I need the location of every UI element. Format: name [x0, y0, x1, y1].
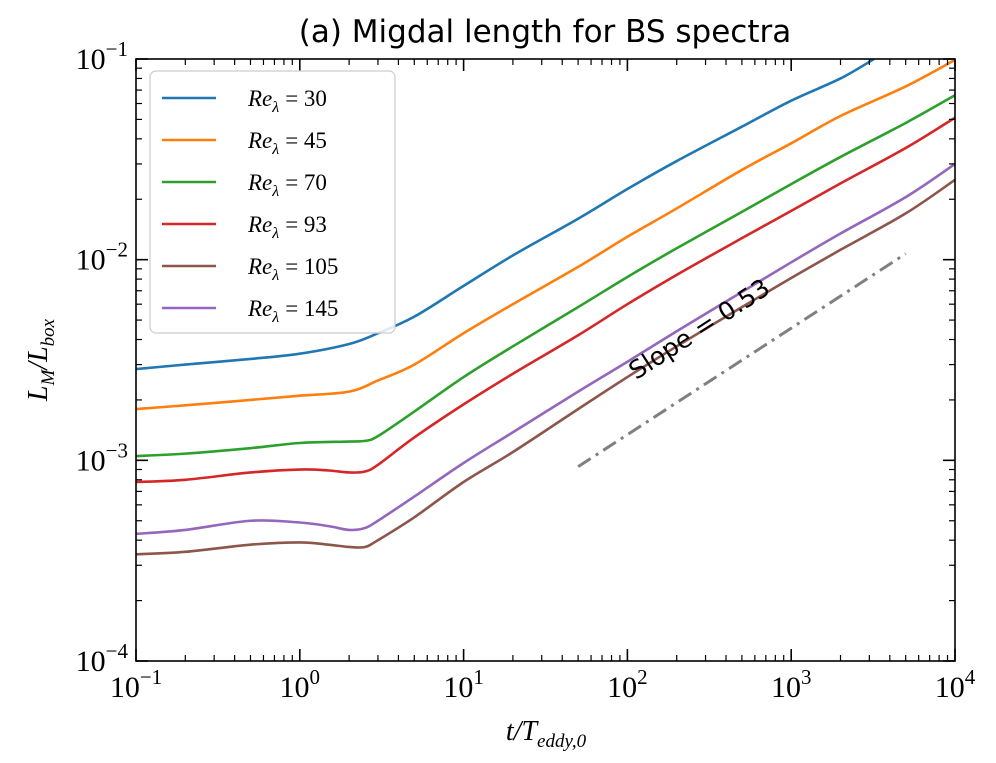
x-tick-label-2: 100 — [280, 665, 321, 704]
legend-item-3: Reλ = 70 — [162, 170, 327, 200]
x-tick-label-1: 10−1 — [110, 665, 162, 704]
legend-label: Reλ = 45 — [247, 128, 327, 158]
x-tick-label-5: 103 — [771, 665, 812, 704]
series-line-2 — [136, 59, 955, 411]
legend-item-6: Reλ = 145 — [162, 296, 338, 326]
axis-ticks — [135, 58, 956, 662]
x-tick-labels: 10−1 100 101 102 103 104 — [110, 665, 976, 704]
y-tick-label-4: 10−1 — [76, 37, 128, 76]
slope-annotation: Slope = 0.53 — [577, 252, 907, 468]
legend: Reλ = 30 Reλ = 45 Reλ = 70 Reλ = 93 Reλ = 105 Reλ =… — [149, 70, 396, 334]
x-tick-label-3: 101 — [443, 665, 484, 704]
y-tick-label-3: 10−2 — [76, 238, 128, 277]
legend-box — [149, 70, 396, 334]
series-line-1 — [136, 59, 875, 371]
legend-label: Reλ = 145 — [247, 296, 338, 326]
legend-item-5: Reλ = 105 — [162, 254, 338, 284]
series-line-3 — [136, 94, 955, 458]
series-line-5 — [136, 178, 955, 556]
chart-title: (a) Migdal length for BS spectra — [299, 14, 791, 50]
series-line-4 — [136, 116, 955, 484]
y-tick-label-2: 10−3 — [76, 438, 128, 477]
legend-item-4: Reλ = 93 — [162, 212, 327, 242]
y-tick-labels: 10−4 10−3 10−2 10−1 — [76, 37, 129, 678]
x-tick-label-6: 104 — [935, 665, 976, 704]
legend-label: Reλ = 93 — [247, 212, 327, 242]
x-axis-label: t/Teddy,0 — [506, 716, 587, 752]
plot-frame — [135, 58, 956, 662]
series-line-6 — [136, 162, 955, 536]
y-axis-label: LM/Lbox — [23, 318, 59, 402]
series-layer — [136, 59, 955, 556]
legend-label: Reλ = 30 — [247, 86, 327, 116]
slope-reference-line — [577, 252, 907, 468]
legend-item-1: Reλ = 30 — [162, 86, 327, 116]
legend-label: Reλ = 70 — [247, 170, 327, 200]
slope-label: Slope = 0.53 — [624, 273, 776, 386]
x-tick-label-4: 102 — [607, 665, 648, 704]
legend-item-2: Reλ = 45 — [162, 128, 327, 158]
legend-label: Reλ = 105 — [247, 254, 338, 284]
y-tick-label-1: 10−4 — [76, 639, 129, 678]
